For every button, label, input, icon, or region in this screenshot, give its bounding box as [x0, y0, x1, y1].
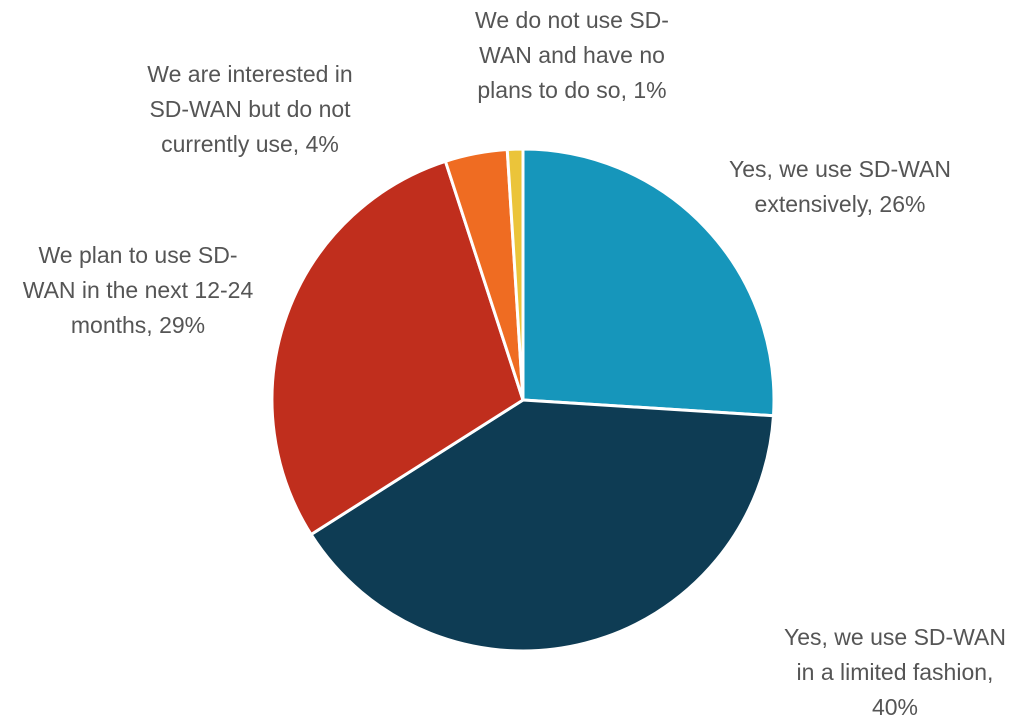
pie-labels: Yes, we use SD-WAN extensively, 26%Yes, w… [23, 7, 1006, 720]
pie-slice-5 [505, 147, 525, 402]
slice-label-2: Yes, we use SD-WAN in a limited fashion, 4… [784, 624, 1006, 720]
slice-label-line: SD-WAN but do not [149, 96, 351, 122]
slice-label-line: WAN and have no [479, 42, 665, 68]
slice-label-line: WAN in the next 12-24 [23, 277, 254, 303]
slice-label-line: months, 29% [71, 312, 205, 338]
slice-label-line: Yes, we use SD-WAN [729, 156, 951, 182]
pie-slice-3 [270, 159, 525, 536]
pie-slices [270, 147, 776, 653]
slice-label-3: We plan to use SD- WAN in the next 12-24 m… [23, 242, 254, 338]
slice-label-line: in a limited fashion, [797, 659, 994, 685]
slice-label-line: We are interested in [147, 61, 352, 87]
slice-label-line: We do not use SD- [475, 7, 669, 33]
slice-label-4: We are interested in SD-WAN but do not cur… [147, 61, 352, 157]
slice-label-line: extensively, 26% [755, 191, 926, 217]
pie-slice-1 [521, 147, 776, 418]
slice-label-line: 40% [872, 694, 918, 720]
slice-label-1: Yes, we use SD-WAN extensively, 26% [729, 156, 951, 217]
slice-label-5: We do not use SD- WAN and have no plans to… [475, 7, 669, 103]
slice-label-line: currently use, 4% [161, 131, 339, 157]
slice-label-line: Yes, we use SD-WAN [784, 624, 1006, 650]
slice-label-line: plans to do so, 1% [477, 77, 666, 103]
slice-label-line: We plan to use SD- [38, 242, 237, 268]
